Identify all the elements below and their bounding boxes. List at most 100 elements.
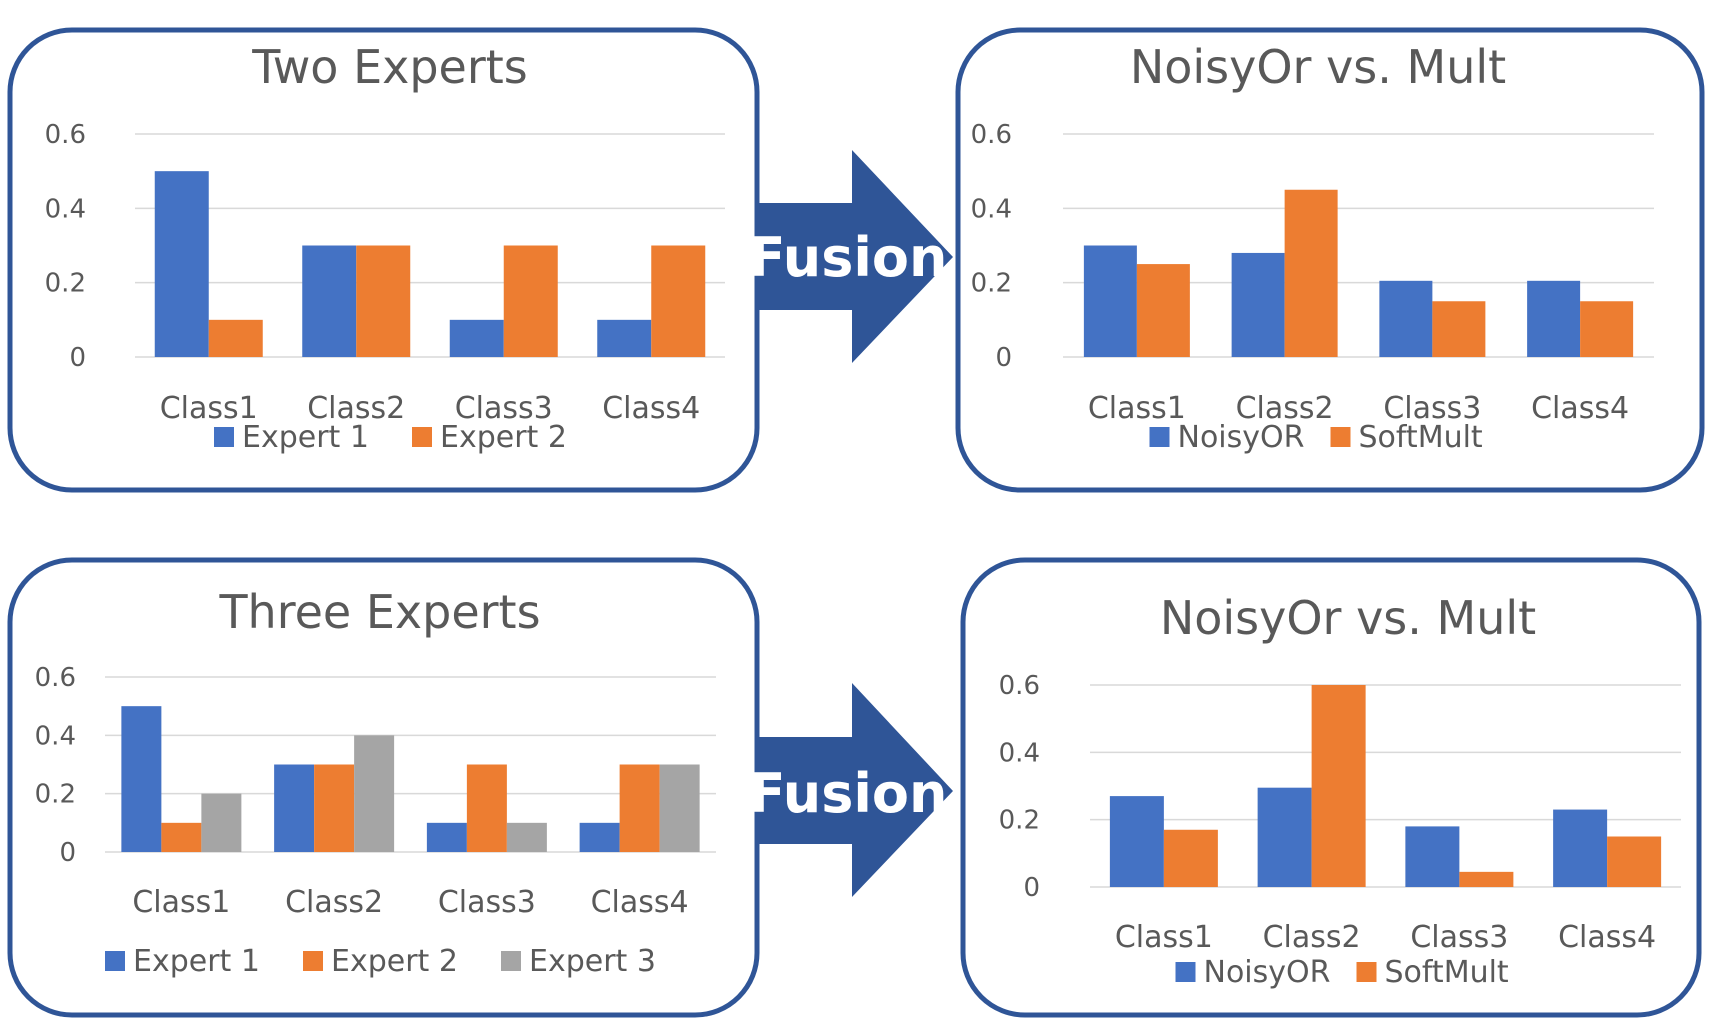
bar-expert-3-class1: [201, 793, 242, 852]
legend-swatch: [412, 427, 432, 447]
y-tick-label: 0.4: [971, 194, 1012, 224]
bar-expert-2-class3: [503, 245, 558, 357]
y-tick-label: 0.6: [35, 663, 76, 693]
bar-expert-2-class3: [466, 764, 507, 852]
bar-noisyor-class4: [1527, 280, 1581, 357]
y-tick-label: 0: [59, 838, 76, 868]
bar-softmult-class1: [1136, 264, 1190, 357]
legend-label: NoisyOR: [1178, 420, 1305, 455]
bar-noisyor-class1: [1109, 796, 1164, 887]
arrow-icon: [757, 683, 953, 897]
chart-noisyor-vs-mult-bottom: NoisyOr vs. Mult 0 0.2 0.4 0.6 Class1 Class2 Cl…: [999, 591, 1681, 990]
bar-expert-1-class1: [154, 171, 209, 357]
bar-expert-1-class4: [597, 319, 652, 357]
legend-swatch: [214, 427, 234, 447]
fusion-label: Fusion: [749, 762, 948, 825]
bar-softmult-class4: [1580, 301, 1634, 357]
bar-softmult-class4: [1607, 836, 1662, 887]
y-tick-label: 0.2: [45, 269, 86, 299]
bar-noisyor-class1: [1083, 245, 1137, 357]
bar-noisyor-class2: [1257, 787, 1312, 887]
arrow-icon: [757, 150, 953, 363]
bar-expert-2-class2: [314, 764, 355, 852]
legend-swatch: [1149, 427, 1170, 447]
y-tick-label: 0.6: [45, 120, 86, 150]
bar-softmult-class3: [1459, 871, 1514, 887]
legend-swatch: [1175, 962, 1196, 982]
legend-label: Expert 1: [133, 944, 260, 979]
y-tick-label: 0: [1023, 873, 1040, 903]
x-category-label: Class1: [1088, 391, 1186, 426]
legend-label: Expert 3: [529, 944, 656, 979]
chart-three-experts: Three Experts 0 0.2 0.4 0.6 Class1 Class2 Class…: [35, 585, 716, 979]
chart-title: Two Experts: [251, 40, 528, 94]
bar-softmult-class3: [1432, 301, 1486, 357]
x-category-label: Class3: [455, 391, 553, 426]
bar-expert-3-class3: [506, 822, 547, 852]
fusion-arrow-top: Fusion: [749, 150, 953, 363]
bar-softmult-class2: [1311, 685, 1366, 887]
bar-expert-2-class1: [208, 319, 263, 357]
bar-expert-1-class4: [579, 822, 620, 852]
x-category-label: Class4: [1531, 391, 1629, 426]
legend-label: SoftMult: [1359, 420, 1483, 455]
x-category-label: Class4: [591, 885, 689, 920]
legend-swatch: [501, 951, 521, 971]
bar-expert-3-class4: [659, 764, 700, 852]
chart-title: Three Experts: [218, 585, 540, 639]
bar-expert-1-class1: [121, 706, 162, 852]
legend-label: NoisyOR: [1204, 955, 1331, 990]
bar-noisyor-class4: [1553, 809, 1608, 887]
legend-label: SoftMult: [1385, 955, 1509, 990]
bar-expert-1-class3: [449, 319, 504, 357]
x-category-label: Class1: [1115, 920, 1213, 955]
legend-label: Expert 1: [242, 420, 369, 455]
x-category-label: Class3: [1410, 920, 1508, 955]
y-tick-label: 0.6: [971, 120, 1012, 150]
bar-noisyor-class3: [1405, 826, 1460, 887]
fusion-arrow-bottom: Fusion: [749, 683, 953, 897]
x-category-label: Class4: [602, 391, 700, 426]
bar-expert-1-class3: [426, 822, 467, 852]
x-category-label: Class1: [132, 885, 230, 920]
y-tick-label: 0: [995, 343, 1012, 373]
bar-expert-2-class4: [651, 245, 706, 357]
bar-softmult-class2: [1284, 189, 1338, 357]
y-tick-label: 0.6: [999, 671, 1040, 701]
x-category-label: Class1: [160, 391, 258, 426]
legend-label: Expert 2: [331, 944, 458, 979]
x-category-label: Class4: [1558, 920, 1656, 955]
legend-swatch: [105, 951, 125, 971]
y-tick-label: 0.2: [35, 780, 76, 810]
legend-label: Expert 2: [440, 420, 567, 455]
chart-title: NoisyOr vs. Mult: [1160, 591, 1536, 645]
bar-softmult-class1: [1163, 829, 1218, 887]
y-tick-label: 0.4: [45, 194, 86, 224]
y-tick-label: 0: [69, 343, 86, 373]
x-category-label: Class2: [1263, 920, 1361, 955]
fusion-label: Fusion: [749, 226, 948, 289]
x-category-label: Class3: [1383, 391, 1481, 426]
legend-swatch: [303, 951, 323, 971]
bar-expert-2-class2: [356, 245, 411, 357]
x-category-label: Class2: [307, 391, 405, 426]
y-tick-label: 0.2: [971, 269, 1012, 299]
bar-expert-1-class2: [274, 764, 315, 852]
chart-two-experts: Two Experts 0 0.2 0.4 0.6 Class1 Class2 Class3 C…: [45, 40, 725, 455]
legend-swatch: [1356, 962, 1377, 982]
bar-expert-1-class2: [302, 245, 357, 357]
bar-expert-2-class1: [161, 822, 202, 852]
x-category-label: Class2: [285, 885, 383, 920]
y-tick-label: 0.2: [999, 806, 1040, 836]
x-category-label: Class3: [438, 885, 536, 920]
x-category-label: Class2: [1236, 391, 1334, 426]
y-tick-label: 0.4: [35, 721, 76, 751]
bar-noisyor-class2: [1231, 252, 1285, 357]
bar-noisyor-class3: [1379, 280, 1433, 357]
chart-noisyor-vs-mult-top: NoisyOr vs. Mult 0 0.2 0.4 0.6 Class1 Class2 Cl…: [971, 40, 1654, 455]
y-tick-label: 0.4: [999, 738, 1040, 768]
bar-expert-3-class2: [354, 735, 395, 852]
bar-expert-2-class4: [619, 764, 660, 852]
chart-title: NoisyOr vs. Mult: [1130, 40, 1506, 94]
